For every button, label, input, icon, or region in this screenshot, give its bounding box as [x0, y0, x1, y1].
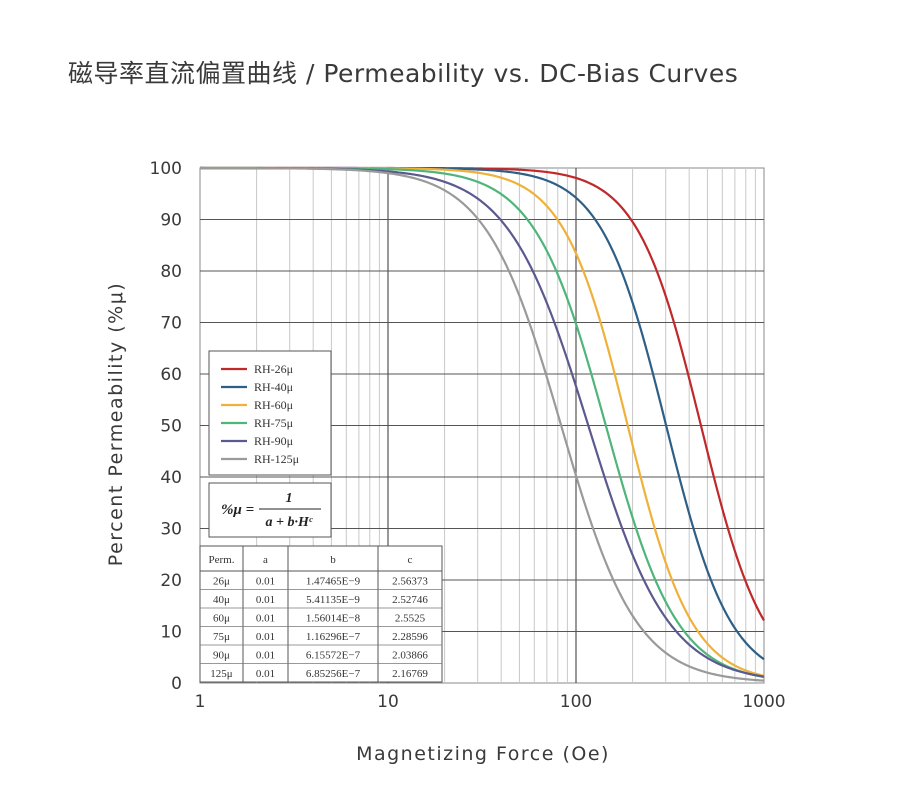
table-cell: 0.01 — [256, 668, 275, 680]
x-axis-label: Magnetizing Force (Oe) — [356, 743, 610, 765]
table-cell: 0.01 — [256, 650, 275, 662]
y-tick-label: 0 — [171, 674, 182, 694]
table-cell: 6.85256E−7 — [306, 668, 361, 680]
table-cell: 0.01 — [256, 594, 275, 606]
legend: RH-26μ RH-40μ RH-60μ RH-75μ RH-90μ RH-125μ — [208, 350, 332, 476]
table-cell: 0.01 — [256, 631, 275, 643]
y-tick-label: 90 — [160, 211, 182, 231]
table-cell: 40μ — [213, 594, 230, 606]
formula-box: %μ = 1 a + b·Hᶜ — [208, 482, 332, 538]
y-tick-label: 50 — [160, 417, 182, 437]
formula-lhs: %μ = — [221, 502, 254, 518]
x-tick-label: 1000 — [742, 692, 785, 712]
table-cell: 90μ — [213, 650, 230, 662]
table-header-cell: a — [263, 554, 268, 566]
table-cell: 125μ — [210, 668, 233, 680]
y-tick-label: 60 — [160, 365, 182, 385]
table-cell: 5.41135E−9 — [306, 594, 360, 606]
formula-numerator: 1 — [286, 491, 293, 506]
legend-label: RH-60μ — [254, 398, 293, 412]
table-frame — [199, 545, 443, 683]
y-tick-label: 80 — [160, 262, 182, 282]
table-cell: 1.47465E−9 — [306, 576, 361, 588]
y-tick-label: 30 — [160, 520, 182, 540]
parameter-table: Perm. a b c 26μ 0.01 1.47465E−9 2.56373 40μ 0.01 5… — [199, 545, 443, 683]
table-cell: 0.01 — [256, 613, 275, 625]
table-cell: 2.28596 — [392, 631, 428, 643]
curves — [200, 166, 765, 682]
table-header-cell: Perm. — [209, 554, 235, 566]
y-tick-label: 20 — [160, 571, 182, 591]
legend-label: RH-90μ — [254, 434, 293, 448]
table-cell: 75μ — [213, 631, 230, 643]
table-header-cell: b — [330, 554, 336, 566]
table-cell: 6.15572E−7 — [306, 650, 361, 662]
x-tick-label: 100 — [560, 692, 592, 712]
y-axis-label: Percent Permeability (%μ) — [105, 282, 127, 566]
table-cell: 60μ — [213, 613, 230, 625]
legend-label: RH-125μ — [254, 452, 299, 466]
x-tick-label: 10 — [377, 692, 399, 712]
table-cell: 1.16296E−7 — [306, 631, 361, 643]
legend-label: RH-26μ — [254, 362, 293, 376]
table-cell: 2.16769 — [392, 668, 428, 680]
table-cell: 2.03866 — [392, 650, 428, 662]
chart-title: 磁导率直流偏置曲线 / Permeability vs. DC-Bias Cur… — [68, 59, 739, 88]
table-cell: 2.5525 — [395, 613, 426, 625]
table-cell: 26μ — [213, 576, 230, 588]
table-cell: 2.52746 — [392, 594, 428, 606]
legend-label: RH-75μ — [254, 416, 293, 430]
y-tick-label: 40 — [160, 468, 182, 488]
series-line — [200, 166, 765, 682]
table-cell: 1.56014E−8 — [306, 613, 361, 625]
formula-denominator: a + b·Hᶜ — [266, 515, 313, 530]
table-cell: 2.56373 — [392, 576, 428, 588]
table-header-cell: c — [408, 554, 413, 566]
legend-box — [208, 350, 332, 476]
table-cell: 0.01 — [256, 576, 275, 588]
formula-frame — [208, 482, 332, 538]
x-tick-label: 1 — [195, 692, 206, 712]
y-tick-label: 70 — [160, 314, 182, 334]
y-tick-label: 10 — [160, 623, 182, 643]
legend-label: RH-40μ — [254, 380, 293, 394]
y-tick-label: 100 — [150, 159, 182, 179]
